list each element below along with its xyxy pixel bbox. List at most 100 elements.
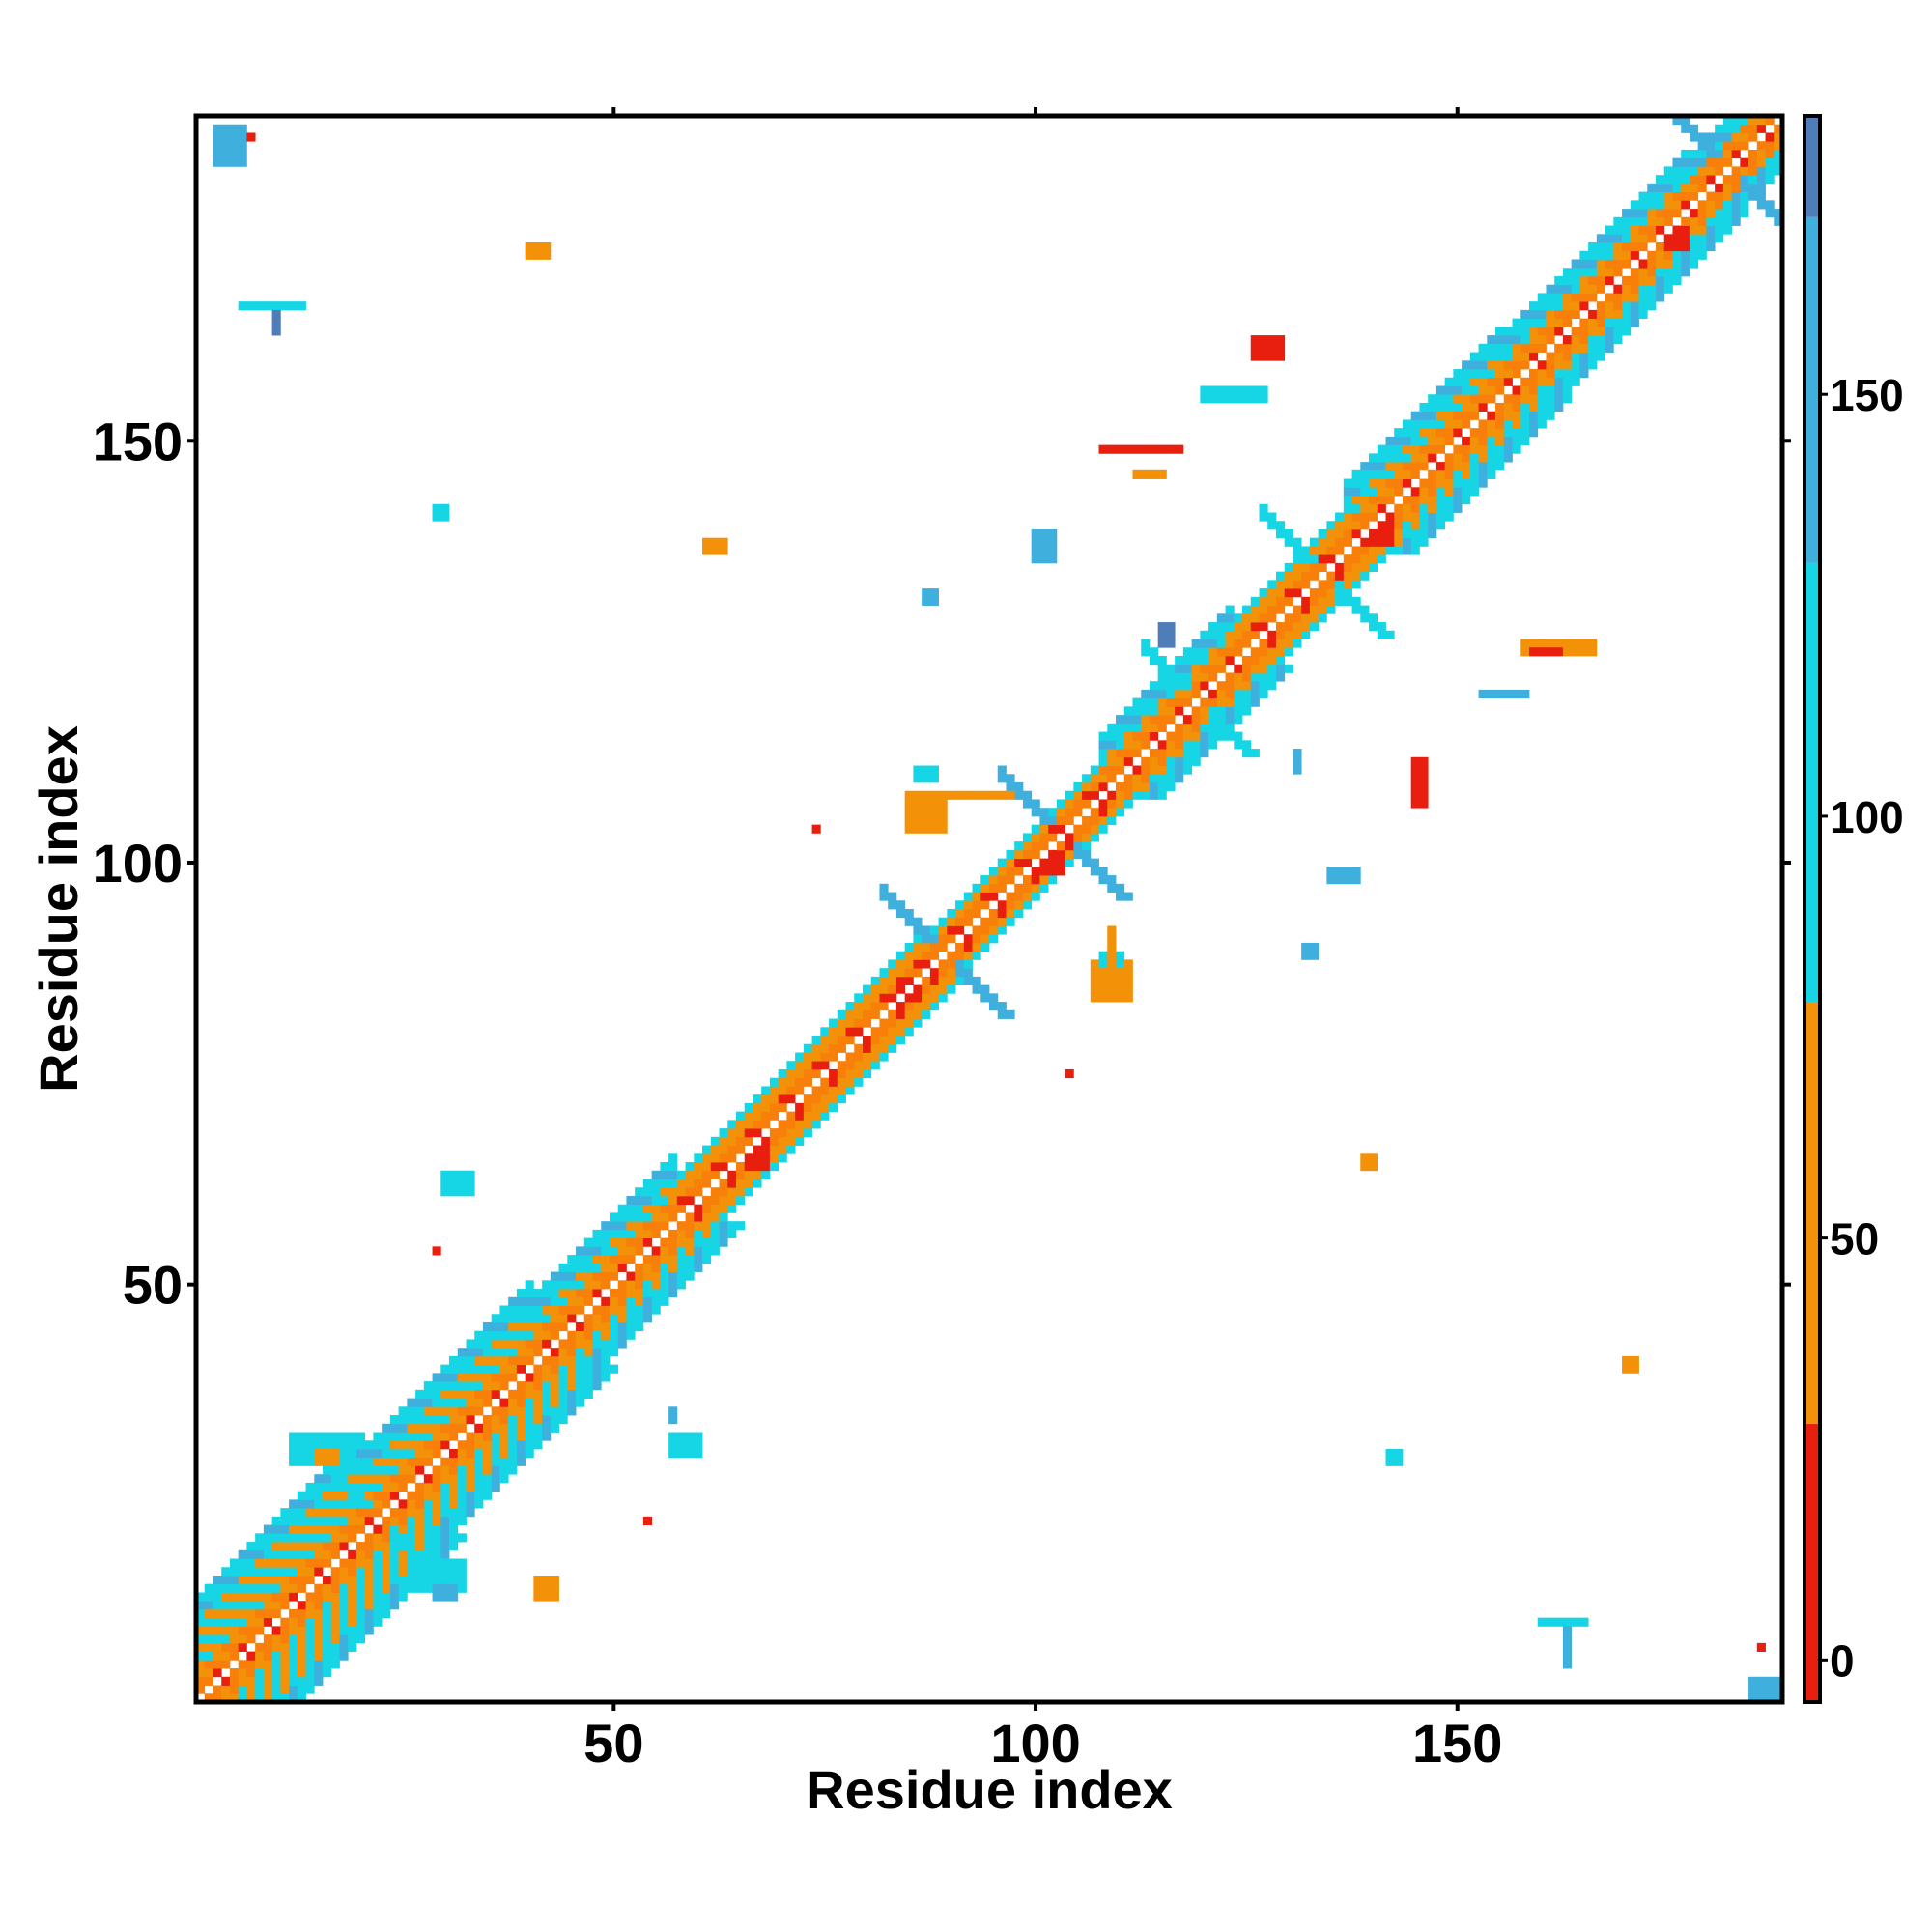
heatmap-cell — [432, 1533, 441, 1543]
heatmap-cell — [330, 1448, 340, 1459]
heatmap-cell — [895, 1002, 906, 1011]
heatmap-cell — [1774, 1685, 1783, 1694]
heatmap-cell — [617, 1212, 627, 1222]
colorbar-band — [1804, 562, 1820, 1003]
heatmap-cell — [778, 1128, 787, 1138]
heatmap-cell — [1503, 335, 1513, 345]
heatmap-cell — [1351, 596, 1361, 606]
heatmap-cell — [601, 1221, 611, 1231]
heatmap-cell — [432, 1575, 441, 1585]
heatmap-cell — [1116, 968, 1125, 978]
heatmap-cell — [432, 1373, 441, 1382]
heatmap-cell — [457, 1440, 467, 1450]
heatmap-cell — [323, 1592, 332, 1602]
heatmap-cell — [685, 1246, 695, 1256]
heatmap-cell — [398, 1482, 408, 1492]
heatmap-cell — [778, 1086, 787, 1095]
heatmap-cell — [449, 1474, 459, 1484]
heatmap-cell — [1225, 715, 1235, 724]
heatmap-cell — [1242, 613, 1252, 623]
heatmap-cell — [1613, 216, 1623, 226]
heatmap-cell — [668, 1237, 678, 1247]
heatmap-cell — [398, 1508, 408, 1518]
heatmap-cell — [373, 1567, 383, 1577]
heatmap-cell — [1098, 824, 1108, 834]
heatmap-cell — [415, 1432, 425, 1441]
heatmap-cell — [1528, 352, 1539, 361]
heatmap-cell — [1234, 740, 1243, 750]
heatmap-cell — [1149, 655, 1159, 666]
heatmap-cell — [879, 1052, 889, 1062]
heatmap-cell — [1462, 469, 1471, 479]
heatmap-cell — [1655, 284, 1665, 294]
heatmap-cell — [1495, 419, 1505, 429]
heatmap-cell — [929, 824, 939, 834]
heatmap-cell — [415, 1423, 425, 1433]
heatmap-cell — [297, 1457, 306, 1466]
heatmap-cell — [694, 1153, 703, 1163]
heatmap-cell — [330, 1482, 340, 1492]
heatmap-cell — [1377, 496, 1386, 505]
heatmap-cell — [229, 1601, 240, 1610]
heatmap-cell — [373, 1542, 383, 1551]
heatmap-cell — [1410, 436, 1420, 446]
heatmap-cell — [1149, 790, 1159, 800]
heatmap-cell — [820, 1111, 830, 1121]
heatmap-cell — [1672, 242, 1682, 252]
heatmap-cell — [1613, 225, 1623, 235]
heatmap-cell — [1681, 166, 1690, 176]
heatmap-cell — [1006, 781, 1015, 792]
heatmap-cell — [1444, 503, 1454, 513]
heatmap-cell — [1503, 419, 1513, 429]
heatmap-cell — [1090, 765, 1099, 775]
heatmap-cell — [355, 1482, 366, 1492]
heatmap-cell — [474, 1440, 484, 1450]
heatmap-cell — [229, 1575, 240, 1585]
heatmap-cell — [1605, 293, 1614, 302]
heatmap-cell — [1410, 765, 1420, 775]
heatmap-cell — [753, 1120, 762, 1129]
heatmap-cell — [1462, 402, 1471, 412]
heatmap-cell — [1487, 335, 1496, 345]
heatmap-cell — [1098, 799, 1108, 809]
heatmap-cell — [1706, 149, 1716, 159]
heatmap-cell — [373, 1508, 383, 1518]
heatmap-cell — [1175, 706, 1184, 716]
heatmap-cell — [576, 1246, 585, 1256]
heatmap-cell — [314, 1448, 324, 1459]
heatmap-cell — [1234, 630, 1243, 639]
heatmap-cell — [1495, 327, 1505, 336]
heatmap-cell — [1689, 132, 1699, 142]
x-axis: 50 100 150 — [583, 107, 1502, 1774]
heatmap-cell — [525, 242, 534, 252]
heatmap-cell — [516, 1355, 526, 1366]
heatmap-cell — [229, 1668, 240, 1678]
heatmap-cell — [305, 1592, 315, 1602]
heatmap-cell — [440, 1533, 450, 1543]
heatmap-cell — [635, 1314, 644, 1323]
heatmap-cell — [449, 1482, 459, 1492]
heatmap-cell — [213, 1583, 222, 1593]
heatmap-cell — [204, 1642, 213, 1652]
heatmap-cell — [330, 1608, 340, 1619]
heatmap-cell — [474, 1398, 484, 1407]
heatmap-cell — [1385, 462, 1395, 471]
heatmap-cell — [1478, 478, 1488, 488]
heatmap-cell — [238, 124, 247, 133]
heatmap-cell — [1512, 689, 1521, 699]
heatmap-cell — [305, 1575, 315, 1585]
heatmap-cell — [1141, 765, 1151, 775]
heatmap-cell — [1630, 234, 1639, 243]
heatmap-cell — [525, 1406, 534, 1416]
heatmap-cell — [1157, 706, 1167, 716]
heatmap-cell — [516, 1321, 526, 1332]
heatmap-cell — [246, 1626, 256, 1635]
heatmap-cell — [348, 1642, 357, 1652]
heatmap-cell — [727, 1153, 737, 1163]
heatmap-cell — [1520, 419, 1530, 429]
heatmap-cell — [592, 1373, 602, 1382]
heatmap-cell — [246, 1651, 256, 1661]
heatmap-cell — [609, 1271, 619, 1281]
heatmap-cell — [1571, 301, 1580, 311]
heatmap-cell — [635, 1305, 644, 1315]
